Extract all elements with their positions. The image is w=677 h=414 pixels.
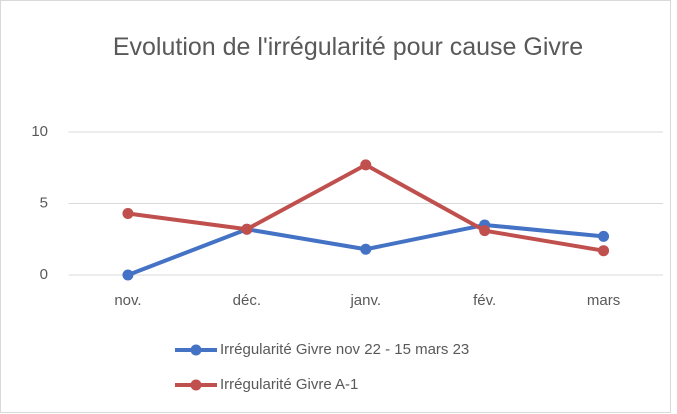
data-point [360,159,372,171]
legend-marker [190,344,202,356]
y-tick-label: 5 [40,194,48,211]
series-line [127,162,604,253]
x-tick-label: fév. [473,292,496,309]
legend-label: Irrégularité Givre nov 22 - 15 mars 23 [220,341,469,358]
data-point [598,230,610,242]
data-point [241,223,253,235]
data-point [122,208,134,220]
data-point [598,245,610,257]
data-point [360,243,372,255]
x-tick-label: nov. [114,292,141,309]
y-tick-label: 0 [40,266,48,283]
y-tick-label: 10 [31,123,48,140]
legend-marker [190,379,202,391]
x-tick-label: déc. [233,292,261,309]
legend-label: Irrégularité Givre A-1 [220,376,358,393]
data-point [479,225,491,237]
x-tick-label: mars [587,292,620,309]
data-point [122,269,134,281]
x-tick-label: janv. [349,292,381,309]
chart-title: Evolution de l'irrégularité pour cause G… [112,33,584,61]
